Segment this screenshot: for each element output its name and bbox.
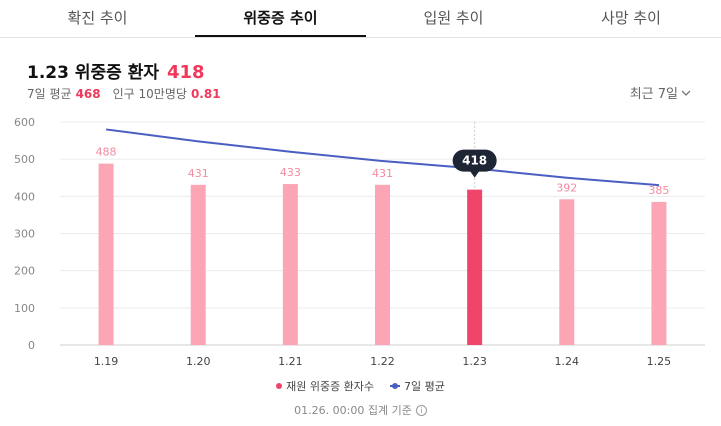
x-tick-label: 1.25 [647, 355, 672, 368]
legend-label-patients: 재원 위중증 환자수 [286, 380, 375, 393]
bar [559, 199, 575, 345]
per-capita-label: 인구 10만명당 [112, 87, 187, 101]
legend-item-average: 7일 평균 [390, 378, 445, 394]
bar [467, 189, 483, 345]
chart-legend: 재원 위중증 환자수 7일 평균 [0, 378, 721, 394]
summary-line: 7일 평균 468 인구 10만명당 0.81 [27, 85, 229, 102]
bar-value-label: 385 [648, 184, 669, 197]
footnote-text: 01.26. 00:00 집계 기준 [294, 404, 412, 417]
y-tick-label: 400 [14, 190, 35, 203]
average-line [105, 128, 660, 187]
bar [375, 184, 390, 345]
info-icon[interactable]: i [415, 404, 427, 416]
per-capita-value: 0.81 [190, 87, 221, 101]
critical-patients-chart: 0 100 200 300 400 500 600 488 431 433 431 392 385 418… [14, 116, 705, 368]
bar-value-label: 431 [188, 167, 209, 180]
period-dropdown[interactable]: 최근 7일 [630, 83, 691, 102]
headline-title: 1.23 위중증 환자 [27, 63, 159, 83]
bar [190, 184, 206, 345]
legend-item-patients: 재원 위중증 환자수 [276, 378, 374, 394]
x-tick-label: 1.22 [370, 355, 395, 368]
tab-confirmed[interactable]: 확진 추이 [67, 9, 128, 27]
y-tick-label: 0 [28, 339, 35, 352]
y-tick-label: 300 [14, 228, 35, 241]
bar-value-label: 488 [96, 146, 117, 159]
bar [98, 163, 114, 345]
avg-value: 468 [75, 87, 101, 101]
tab-critical[interactable]: 위중증 추이 [195, 0, 366, 37]
chevron-down-icon [681, 90, 691, 96]
bar-value-label: 431 [372, 167, 393, 180]
bar-value-label: 392 [556, 181, 577, 194]
bar-value-label: 433 [280, 166, 301, 179]
x-tick-label: 1.24 [555, 355, 580, 368]
legend-label-average: 7일 평균 [404, 380, 445, 393]
period-label: 최근 7일 [629, 87, 678, 102]
x-tick-label: 1.23 [462, 355, 487, 368]
tooltip-value: 418 [462, 154, 487, 168]
bar [651, 201, 667, 345]
tab-deaths[interactable]: 사망 추이 [601, 9, 661, 27]
y-tick-label: 600 [14, 116, 35, 129]
tab-hospitalized[interactable]: 입원 추이 [423, 9, 484, 27]
legend-line-icon [390, 383, 401, 389]
x-tick-label: 1.19 [94, 355, 119, 368]
tab-bar: 확진 추이 위중증 추이 입원 추이 사망 추이 [0, 0, 721, 38]
x-tick-label: 1.21 [278, 355, 303, 368]
headline-value: 418 [166, 62, 205, 83]
y-tick-label: 200 [14, 265, 35, 278]
avg-label: 7일 평균 [27, 87, 72, 101]
headline: 1.23 위중증 환자 418 [27, 58, 205, 83]
tooltip-pointer [469, 170, 480, 178]
bar [282, 184, 298, 345]
footnote: 01.26. 00:00 집계 기준 i [0, 402, 721, 418]
legend-dot-icon [276, 383, 283, 389]
y-tick-label: 100 [14, 302, 35, 315]
y-tick-label: 500 [14, 153, 35, 166]
x-tick-label: 1.20 [186, 355, 211, 368]
tooltip-bubble [452, 149, 497, 172]
